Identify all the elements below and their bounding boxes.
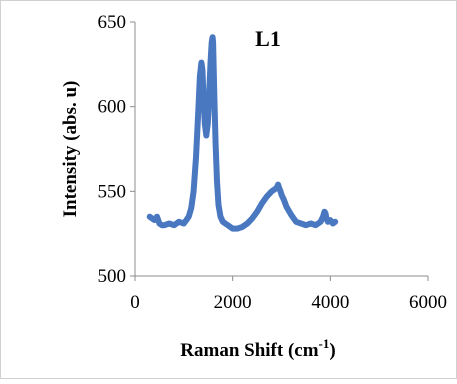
y-tick-label: 500 — [98, 266, 127, 287]
x-axis-title-superscript: -1 — [319, 336, 330, 351]
x-axis-title-main: Raman Shift (cm — [180, 340, 318, 361]
y-axis-title: Intensity (abs. u) — [60, 81, 81, 218]
x-tick-label: 0 — [130, 292, 140, 313]
x-tick-label: 6000 — [409, 292, 447, 313]
x-axis-title: Raman Shift (cm-1) — [180, 336, 335, 361]
y-tick-label: 550 — [98, 181, 127, 202]
y-tick-label: 650 — [98, 12, 127, 33]
x-tick-label: 2000 — [214, 292, 252, 313]
chart-title: L1 — [255, 26, 281, 51]
x-axis-title-close: ) — [329, 340, 335, 361]
raman-spectrum-line — [146, 34, 339, 232]
y-tick-label: 600 — [98, 97, 127, 118]
x-tick-label: 4000 — [311, 292, 349, 313]
